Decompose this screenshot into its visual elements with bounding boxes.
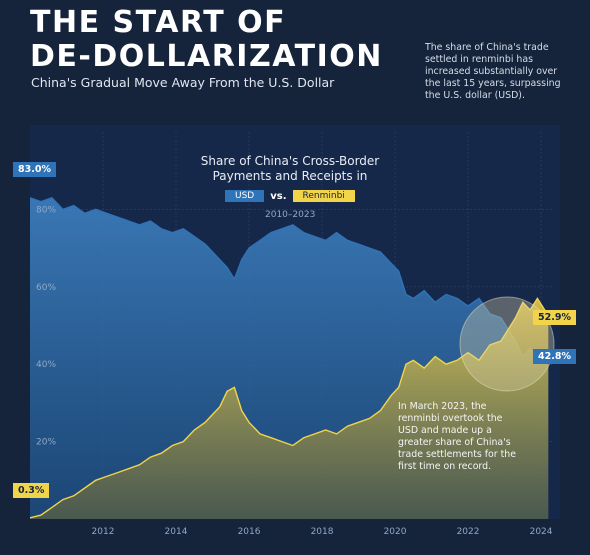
x-tick-label: 2014 xyxy=(165,527,188,537)
title-line-1: THE START OF xyxy=(30,5,287,40)
tick-layer: 20% 40% 60% 80% 2012 2014 2016 2018 2020 2022 2024 xyxy=(36,205,553,537)
callout-renminbi-end: 52.9% xyxy=(533,310,576,325)
annotation: In March 2023, the renminbi overtook the… xyxy=(398,401,516,472)
legend: USD vs. Renminbi xyxy=(225,189,355,203)
x-tick-label: 2024 xyxy=(530,527,553,537)
chart-title: Share of China's Cross-Border Payments a… xyxy=(200,154,380,183)
legend-usd: USD xyxy=(225,190,265,202)
series-area-renminbi xyxy=(30,298,549,519)
highlight-circle xyxy=(459,296,555,392)
y-tick-label: 60% xyxy=(36,283,56,293)
legend-vs: vs. xyxy=(270,190,287,202)
x-tick-label: 2012 xyxy=(92,527,115,537)
page-title: THE START OF DE-DOLLARIZATION xyxy=(30,6,383,74)
page-subtitle: China's Gradual Move Away From the U.S. … xyxy=(31,75,335,90)
y-tick-label: 80% xyxy=(36,205,56,215)
x-tick-label: 2016 xyxy=(238,527,261,537)
chart-years: 2010–2023 xyxy=(265,210,316,220)
y-tick-label: 40% xyxy=(36,360,56,370)
x-tick-label: 2022 xyxy=(457,527,480,537)
legend-renminbi: Renminbi xyxy=(292,190,355,202)
series-line-renminbi xyxy=(29,297,549,519)
title-line-2: DE-DOLLARIZATION xyxy=(30,39,383,74)
callout-renminbi-start: 0.3% xyxy=(13,483,50,498)
side-note: The share of China's trade settled in re… xyxy=(425,42,561,101)
y-tick-label: 20% xyxy=(36,438,56,448)
callout-usd-end: 42.8% xyxy=(533,349,576,364)
x-tick-label: 2018 xyxy=(311,527,334,537)
area-layer xyxy=(29,196,549,520)
callout-usd-start: 83.0% xyxy=(13,162,56,177)
x-tick-label: 2020 xyxy=(384,527,407,537)
